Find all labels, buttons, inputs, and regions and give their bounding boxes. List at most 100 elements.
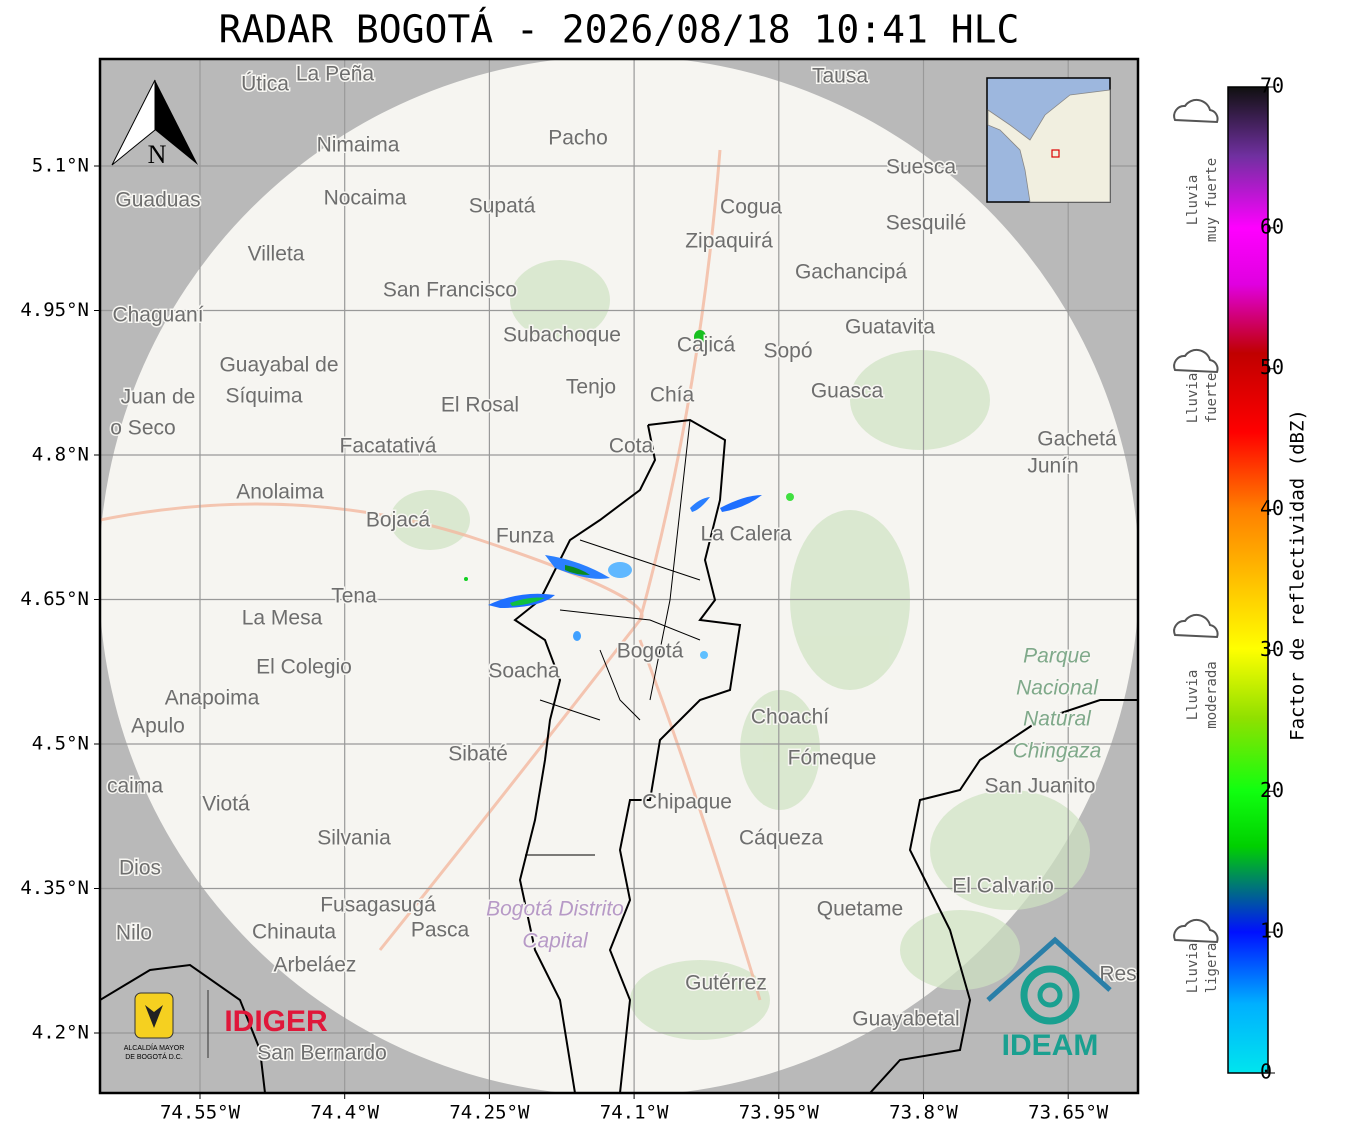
inset-map [986, 77, 1111, 203]
y-tick-label: 4.95°N [20, 299, 89, 321]
place-label: Guasca [811, 380, 884, 403]
place-label: Juan de [121, 386, 196, 409]
place-label: Cáqueza [739, 827, 823, 850]
colorbar-tick-label: 0 [1260, 1060, 1272, 1084]
place-label: San Francisco [383, 279, 517, 302]
colorbar-tick-label: 20 [1260, 778, 1284, 802]
place-label: Cajicá [677, 334, 736, 357]
colorbar-tick-label: 70 [1260, 74, 1284, 98]
place-label: Nocaima [324, 187, 407, 210]
place-label: San Juanito [985, 775, 1096, 798]
rain-label: Lluvia [1185, 373, 1201, 424]
place-label: Chingaza [1013, 740, 1102, 763]
y-tick-label: 4.8°N [32, 444, 89, 466]
grid [100, 59, 1138, 1093]
place-label: Pasca [411, 919, 470, 942]
boundaries [100, 418, 1138, 1093]
place-label: Quetame [817, 898, 903, 921]
place-label: Cogua [720, 196, 782, 219]
colorbar-tick-label: 40 [1260, 496, 1284, 520]
map-frame [98, 57, 1140, 1095]
place-label: Choachí [751, 706, 829, 729]
y-tick-label: 4.5°N [32, 733, 89, 755]
rain-label: Lluvia [1185, 175, 1201, 226]
place-label: Chaguaní [112, 304, 203, 327]
x-tick-label: 74.55°W [160, 1102, 241, 1124]
place-label: Cota [609, 435, 654, 458]
place-label: Dios [119, 857, 161, 880]
place-label: La Peña [296, 63, 375, 86]
place-label: Zipaquirá [685, 230, 773, 253]
place-label: La Calera [700, 523, 791, 546]
rain-icon [1173, 98, 1219, 124]
colorbar-tick-label: 60 [1260, 214, 1284, 238]
place-label: El Rosal [441, 394, 519, 417]
place-label: Funza [496, 525, 555, 548]
compass: N [111, 79, 198, 169]
place-label: Gachetá [1037, 428, 1117, 451]
place-label: Chía [650, 384, 695, 407]
place-label: Guayabetal [852, 1008, 959, 1031]
place-label: Soacha [488, 660, 560, 683]
x-tick-label: 74.4°W [310, 1102, 379, 1124]
place-label: Viotá [202, 793, 250, 816]
rain-icon [1173, 613, 1219, 639]
rain-level: Lluvia muy fuerte [1173, 98, 1220, 242]
place-label: Chinauta [252, 921, 336, 944]
place-label: Chipaque [642, 791, 732, 814]
place-label: caima [107, 775, 163, 798]
rain-level: Lluvia fuerte [1173, 348, 1220, 424]
place-label: Bojacá [366, 509, 431, 532]
rain-label: fuerte [1204, 373, 1220, 424]
y-tick-label: 5.1°N [32, 155, 89, 177]
rain-icon [1173, 918, 1219, 944]
place-label: Apulo [131, 715, 185, 738]
rain-level: Lluvia ligera [1173, 918, 1220, 994]
x-tick-label: 73.95°W [739, 1102, 820, 1124]
place-label: Facatativá [340, 435, 437, 458]
place-label: Silvania [317, 827, 391, 850]
radar-echoes [464, 330, 794, 659]
rain-label: moderada [1204, 661, 1220, 728]
rain-label: ligera [1204, 943, 1220, 994]
place-label: Nilo [116, 922, 152, 945]
place-label: Junín [1027, 455, 1078, 478]
place-label: Síquima [225, 385, 302, 408]
place-label: Anapoima [165, 687, 260, 710]
place-label: Villeta [248, 243, 305, 266]
place-labels: Útica La Peña Tausa Pacho Nimaima Guaduas Noca… [105, 61, 1138, 1066]
place-label: San Bernardo [257, 1042, 387, 1065]
place-label: Pacho [548, 127, 608, 150]
colorbar-label: Factor de reflectividad (dBZ) [1287, 409, 1309, 741]
place-label: Fómeque [788, 747, 877, 770]
logo-text: ALCALDÍA MAYOR [124, 1043, 185, 1052]
place-label: Gachancipá [795, 261, 907, 284]
colorbar [1227, 86, 1269, 1074]
colorbar-tick-label: 50 [1260, 355, 1284, 379]
place-label: Fusagasugá [320, 894, 436, 917]
place-label: El Colegio [256, 656, 352, 679]
place-label: El Calvario [952, 875, 1054, 898]
y-tick-label: 4.65°N [20, 588, 89, 610]
place-label: Nacional [1016, 677, 1099, 700]
rain-icon [1173, 348, 1219, 374]
rain-label: Lluvia [1185, 943, 1201, 994]
compass-label: N [148, 140, 167, 169]
place-label: Anolaima [236, 481, 324, 504]
x-tick-label: 74.1°W [600, 1102, 669, 1124]
place-label: Arbeláez [274, 954, 357, 977]
place-label: Res [1099, 963, 1136, 986]
logo-text: IDEAM [1002, 1029, 1099, 1062]
title: RADAR BOGOTÁ - 2026/08/18 10:41 HLC [219, 8, 1020, 52]
logo-text: DE BOGOTÁ D.C. [125, 1052, 183, 1061]
place-label: Capital [522, 930, 589, 953]
place-label: Guayabal de [219, 354, 338, 377]
place-label: Suesca [886, 156, 956, 179]
place-label: Subachoque [503, 324, 621, 347]
place-label: Guatavita [845, 316, 935, 339]
x-tick-label: 73.8°W [889, 1102, 958, 1124]
place-label: Sopó [763, 340, 812, 363]
terrain [390, 260, 1090, 1040]
